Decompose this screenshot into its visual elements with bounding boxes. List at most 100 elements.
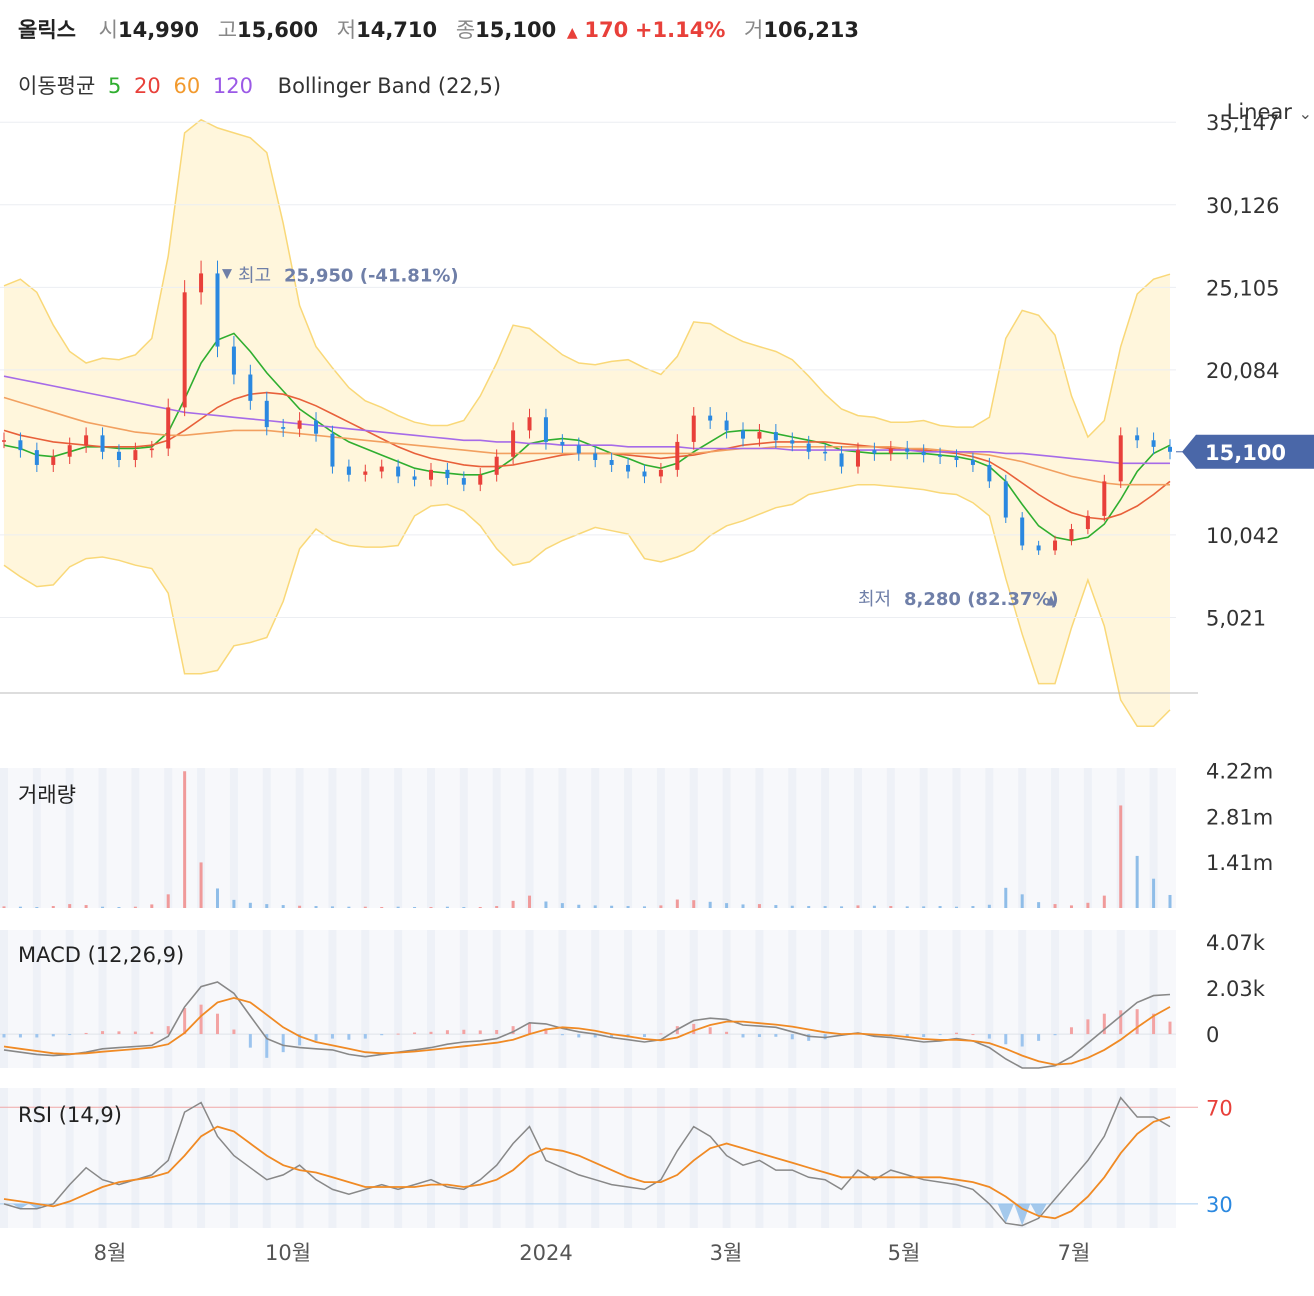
candle-body (248, 374, 253, 401)
volume-bar (330, 906, 334, 908)
macd-histogram-bar (642, 1034, 646, 1038)
candle-body (363, 471, 368, 475)
macd-histogram-bar (1037, 1034, 1041, 1041)
macd-histogram-bar (2, 1034, 6, 1038)
volume-bar (51, 906, 55, 908)
panel-stripe (0, 1088, 8, 1228)
volume-bar (1037, 902, 1041, 908)
volume-bar (215, 888, 219, 908)
candle-body (576, 445, 581, 454)
candle-body (675, 441, 680, 470)
volume-bar (1168, 894, 1172, 908)
panel-stripe (985, 1088, 994, 1228)
volume-bar (725, 903, 729, 908)
macd-histogram-bar (757, 1034, 761, 1038)
x-tick-label: 5월 (888, 1241, 921, 1265)
candle-body (708, 415, 713, 421)
rsi-title: RSI (14,9) (18, 1103, 122, 1127)
indicator-legend[interactable]: 이동평균 5 20 60 120 Bollinger Band (22,5) (18, 70, 507, 100)
scale-selector[interactable]: Linear ⌄ (1227, 100, 1312, 124)
change-value: 170 (584, 18, 629, 42)
volume-bar (1069, 905, 1073, 908)
panel-background (0, 930, 1176, 1068)
high-value: 15,600 (237, 18, 319, 42)
volume-bar (1053, 904, 1057, 908)
candle-body (1151, 440, 1156, 447)
volume-bar (248, 902, 252, 908)
candle-body (215, 273, 220, 347)
candle-body (1118, 435, 1123, 482)
volume-y-tick-label: 2.81m (1206, 806, 1273, 830)
macd-histogram-bar (692, 1023, 696, 1035)
candle-body (396, 466, 401, 477)
volume-bar (757, 904, 761, 908)
macd-histogram-bar (248, 1034, 252, 1048)
y-tick-label: 20,084 (1206, 359, 1279, 383)
panel-stripe (32, 768, 41, 908)
macd-histogram-bar (544, 1028, 548, 1035)
panel-stripe (394, 1088, 403, 1228)
ma5-line (3, 332, 1171, 542)
panel-stripe (426, 930, 435, 1068)
macd-histogram-bar (528, 1022, 532, 1035)
change-up-icon: ▲ (566, 25, 578, 41)
chevron-down-icon: ⌄ (1298, 104, 1312, 123)
axes: 8월 10월 2024 3월 5월 7월 (94, 1241, 1091, 1265)
volume-bar (281, 905, 285, 908)
candle-body (149, 448, 154, 451)
macd-histogram-bar (610, 1034, 614, 1038)
macd-histogram-bar (462, 1029, 466, 1035)
open-label: 시 (98, 18, 118, 42)
candle-body (412, 476, 417, 480)
macd-histogram-bar (593, 1034, 597, 1038)
macd-histogram-bar (413, 1032, 417, 1035)
volume-bar (1004, 887, 1008, 908)
macd-panel: MACD (12,26,9) 4.07k 2.03k 0 (0, 931, 1266, 1069)
macd-histogram-bar (380, 1034, 384, 1036)
bollinger-fill (4, 119, 1170, 727)
panel-stripe (131, 768, 140, 908)
x-tick-label: 8월 (94, 1241, 127, 1265)
change-percent: +1.14% (634, 18, 726, 42)
candle-body (987, 464, 992, 482)
volume-bar (347, 906, 351, 908)
macd-histogram-bar (1069, 1027, 1073, 1035)
volume-bar (528, 895, 532, 908)
macd-histogram-bar (511, 1026, 515, 1035)
macd-histogram-bar (330, 1034, 334, 1039)
candle-body (888, 448, 893, 454)
candle-body (1069, 529, 1074, 541)
macd-histogram-bar (183, 1008, 187, 1035)
panel-stripe (853, 768, 862, 908)
volume-bar (199, 862, 203, 908)
macd-histogram-bar (18, 1034, 22, 1038)
close-label: 종 (455, 18, 476, 42)
candle-body (346, 466, 351, 475)
volume-bar (905, 906, 909, 908)
ma120-legend: 120 (212, 74, 253, 98)
volume-bar (675, 899, 679, 908)
volume-bar (610, 905, 614, 908)
candles (2, 260, 1172, 555)
volume-bar (363, 906, 367, 908)
volume-bar (166, 894, 170, 908)
y-tick-label: 35,147 (1206, 111, 1279, 135)
panel-stripe (788, 930, 797, 1068)
panel-stripe (591, 1088, 600, 1228)
panel-stripe (164, 930, 173, 1068)
panel-stripe (558, 1088, 567, 1228)
current-price-label: 15,100 (1205, 441, 1286, 465)
panel-stripe (952, 768, 961, 908)
macd-histogram-bar (150, 1031, 154, 1035)
panel-stripe (1149, 1088, 1158, 1228)
panel-stripe (821, 930, 830, 1068)
volume-bar (971, 906, 975, 908)
macd-histogram-bar (1119, 1010, 1123, 1035)
macd-histogram-bar (133, 1031, 137, 1035)
candle-body (84, 435, 89, 446)
candle-body (905, 448, 910, 452)
panel-stripe (229, 930, 238, 1068)
volume-bar (840, 906, 844, 908)
candle-body (1135, 435, 1140, 441)
